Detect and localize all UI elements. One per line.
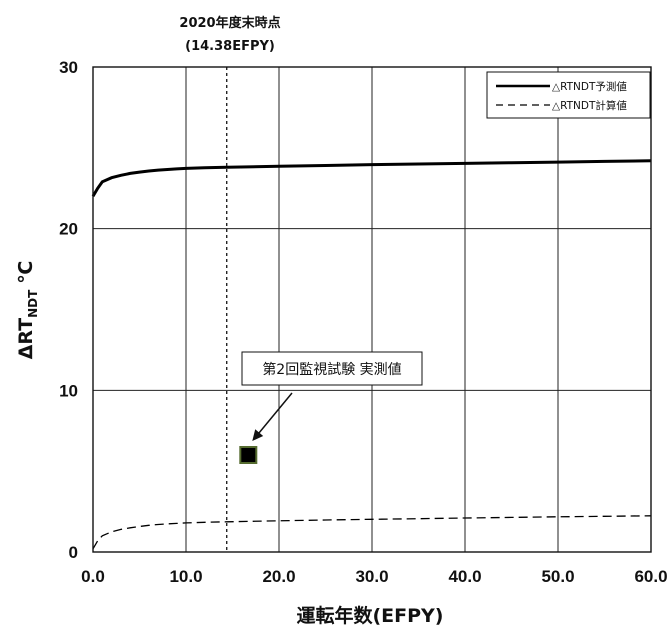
y-tick-labels: 0 10 20 30 <box>59 58 78 562</box>
callout-arrowhead <box>252 429 264 441</box>
callout-label: 第2回監視試験 実測値 <box>262 361 401 378</box>
y-axis-label: ΔRT <box>15 318 37 359</box>
legend-label-calculated: △RTNDT計算値 <box>552 99 627 112</box>
x-axis-label: 運転年数(EFPY) <box>296 604 443 627</box>
legend: △RTNDT予測値 △RTNDT計算値 <box>486 71 651 119</box>
x-tick-label: 40.0 <box>448 567 481 586</box>
svg-text:ΔRTNDT℃: ΔRTNDT ℃ <box>15 261 40 360</box>
y-tick-label: 0 <box>69 543 78 562</box>
callout-box <box>241 351 423 386</box>
y-axis-label-unit: ℃ <box>15 261 37 284</box>
y-axis-label-group: ΔRTNDT ℃ <box>15 261 40 360</box>
x-tick-labels: 0.0 10.0 20.0 30.0 40.0 50.0 60.0 <box>81 567 667 586</box>
series-line-calculated <box>92 515 652 550</box>
reference-label-line1: 2020年度末時点 <box>179 15 280 31</box>
measured-callout: 第2回監視試験 実測値 <box>241 351 423 441</box>
series-line-predicted <box>91 159 652 198</box>
measured-point-marker <box>239 446 258 464</box>
x-tick-label: 20.0 <box>262 567 295 586</box>
reference-label-line2: (14.38EFPY) <box>185 39 275 54</box>
x-tick-label: 50.0 <box>541 567 574 586</box>
legend-box <box>486 71 651 119</box>
y-tick-label: 10 <box>59 381 78 400</box>
x-tick-label: 30.0 <box>355 567 388 586</box>
x-tick-label: 0.0 <box>81 567 105 586</box>
series-group <box>91 159 652 550</box>
grid <box>93 67 651 552</box>
x-tick-label: 60.0 <box>634 567 667 586</box>
plot-frame <box>92 66 652 553</box>
x-tick-label: 10.0 <box>169 567 202 586</box>
y-axis-label-subscript: NDT <box>26 289 40 318</box>
callout-arrow <box>256 392 293 436</box>
y-tick-label: 20 <box>59 220 78 239</box>
legend-label-predicted: △RTNDT予測値 <box>552 80 627 93</box>
y-tick-label: 30 <box>59 58 78 77</box>
